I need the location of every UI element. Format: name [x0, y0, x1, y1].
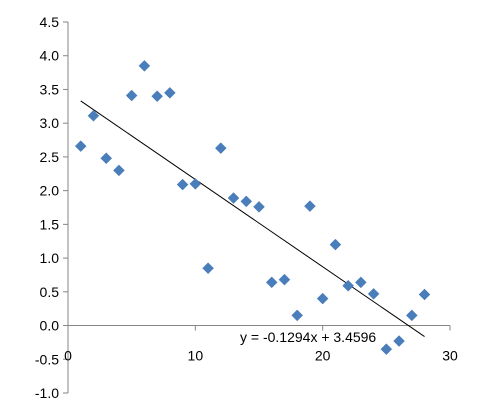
data-point — [189, 178, 202, 190]
x-tick-label: 30 — [442, 348, 458, 364]
x-tick-label: 0 — [64, 348, 72, 364]
data-point — [304, 200, 316, 213]
data-point — [405, 309, 418, 322]
data-point — [418, 288, 431, 301]
axes — [63, 21, 451, 394]
data-point — [342, 279, 354, 292]
data-point — [380, 343, 393, 356]
y-tick-label: 3.0 — [40, 115, 60, 131]
trendline-equation: y = -0.1294x + 3.4596 — [240, 329, 376, 345]
y-tick-labels: 4.5 4.0 3.5 3.0 2.5 2.0 1.5 1.0 0.5 0.0 -0.5 -1.0 — [35, 14, 59, 401]
y-tick-label: -0.5 — [35, 351, 59, 367]
data-point — [240, 195, 253, 208]
y-tick-label: 1.0 — [40, 250, 60, 266]
trendline — [80, 100, 425, 337]
y-tick-label: 3.5 — [40, 81, 60, 97]
data-point — [367, 287, 380, 300]
x-tick-label: 20 — [315, 348, 331, 364]
data-point — [164, 86, 176, 99]
data-point — [87, 109, 100, 122]
y-tick-label: 2.5 — [40, 149, 60, 165]
data-point — [393, 335, 405, 347]
data-point — [151, 90, 163, 103]
data-point — [125, 89, 138, 102]
data-point — [176, 178, 189, 191]
data-point — [355, 276, 367, 289]
data-point — [329, 238, 342, 251]
data-point — [291, 309, 304, 322]
data-points — [74, 59, 431, 356]
data-point — [316, 292, 329, 305]
y-tick-label: 0.0 — [40, 318, 60, 334]
data-point — [138, 59, 151, 72]
data-point — [100, 152, 113, 165]
data-point — [113, 164, 125, 177]
y-tick-label: 4.0 — [40, 48, 60, 64]
y-tick-label: 2.0 — [40, 183, 60, 199]
data-point — [265, 276, 278, 289]
data-point — [278, 273, 291, 286]
data-point — [202, 262, 214, 275]
y-tick-label: -1.0 — [35, 385, 59, 401]
y-tick-label: 0.5 — [40, 284, 60, 300]
data-point — [253, 200, 265, 213]
x-tick-labels: 0 10 20 30 — [64, 348, 458, 364]
y-tick-label: 1.5 — [40, 216, 60, 232]
data-point — [74, 140, 87, 152]
y-tick-label: 4.5 — [40, 14, 60, 30]
trendline-group — [80, 100, 425, 337]
data-point — [227, 192, 240, 204]
x-tick-label: 10 — [188, 348, 204, 364]
data-point — [214, 142, 227, 154]
